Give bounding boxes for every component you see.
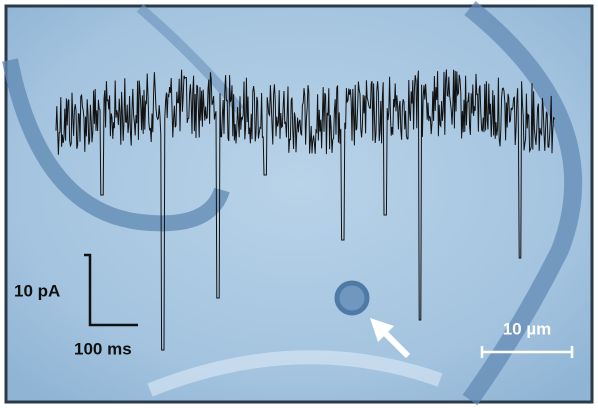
time-scale-label: 100 ms [74, 339, 132, 358]
current-trace [55, 69, 555, 351]
length-scale-label: 10 µm [503, 319, 552, 338]
arrow-head [370, 318, 394, 342]
scale-bar-ephys [84, 253, 138, 327]
current-scale-label: 10 pA [14, 281, 60, 300]
target-cell [334, 280, 370, 316]
cell-outline [2, 58, 230, 232]
scale-bar-length [480, 346, 574, 358]
cell-outline [462, 0, 583, 406]
cell-outline [147, 350, 443, 397]
arrow [379, 327, 411, 359]
